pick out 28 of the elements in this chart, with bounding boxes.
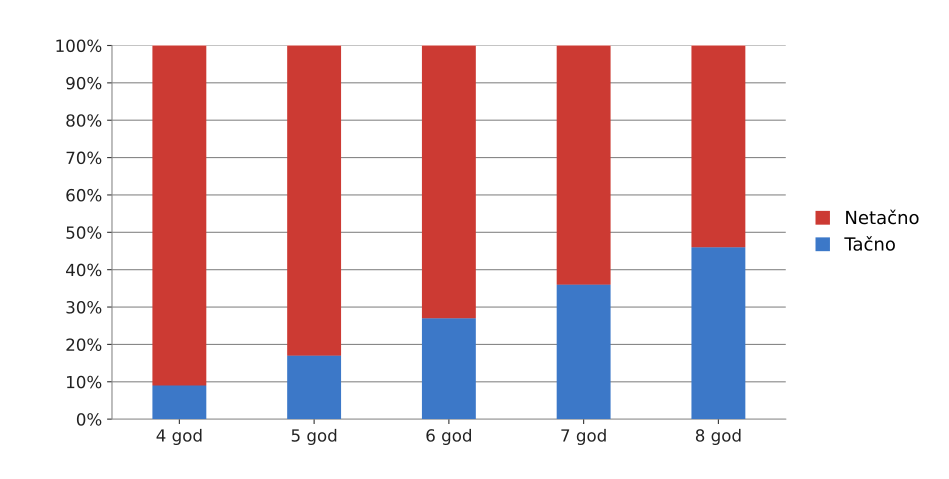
bar <box>691 247 746 420</box>
y-tick-label: 50% <box>66 226 102 239</box>
y-tick-label: 40% <box>66 264 102 276</box>
x-tick-label: 4 god <box>156 428 202 445</box>
bar <box>422 318 476 420</box>
bar <box>691 46 746 248</box>
y-tick-label: 20% <box>66 338 102 351</box>
legend-label: Tačno <box>844 236 895 251</box>
y-tick-label: 90% <box>66 76 102 90</box>
y-tick-label: 70% <box>66 152 102 164</box>
x-tick-label: 6 god <box>426 428 471 445</box>
bar <box>152 46 206 386</box>
legend-label: Netačno <box>846 210 919 224</box>
bar <box>556 284 611 420</box>
bar <box>152 386 206 420</box>
x-tick-label: 7 god <box>561 428 606 445</box>
y-tick-label: 30% <box>66 301 102 314</box>
x-tick-label: 8 god <box>696 428 741 445</box>
bar <box>422 46 476 318</box>
x-tick-label: 5 god <box>292 428 336 445</box>
bar <box>287 46 342 356</box>
y-tick-label: 100% <box>56 39 102 52</box>
bar <box>556 46 611 285</box>
y-tick-label: 60% <box>66 188 102 202</box>
y-tick-label: 80% <box>66 114 102 127</box>
bar <box>287 356 342 420</box>
y-tick-label: 0% <box>76 413 102 426</box>
y-tick-label: 10% <box>67 376 102 388</box>
